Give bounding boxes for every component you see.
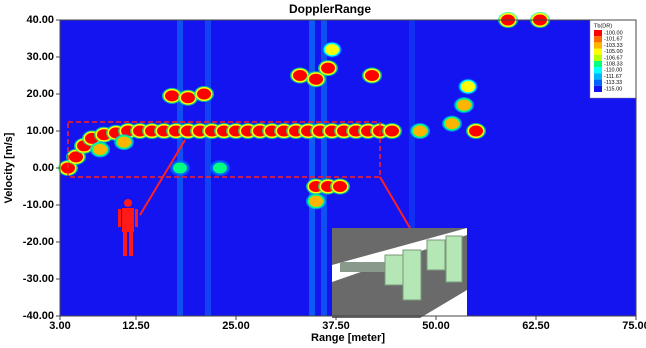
blob [213,163,227,174]
x-tick-label: 12.50 [122,320,150,332]
colorbar-title: Tb(DR) [594,23,612,29]
colorbar-label: -100.00 [604,30,623,36]
y-tick-label: 0.00 [33,162,54,174]
blob [469,126,483,137]
blob [197,89,211,100]
y-tick-label: -40.00 [23,310,54,322]
colorbar-label: -110.00 [604,68,622,74]
blob [333,181,347,192]
blob [325,44,339,55]
blob [93,144,107,155]
y-tick-label: -10.00 [23,199,54,211]
colorbar-label: -103.33 [604,43,623,49]
colorbar-swatch [594,86,602,92]
colorbar-label: -111.67 [604,74,622,80]
colorbar-swatch [594,36,602,42]
chart: DopplerRange Range [meter] Velocity [m/s… [0,0,646,348]
colorbar-swatch [594,30,602,36]
y-tick-label: 10.00 [26,125,54,137]
x-tick-label: 37.50 [322,320,350,332]
colorbar-label: -106.67 [604,55,623,61]
colorbar-swatch [594,80,602,86]
x-tick-label: 62.50 [522,320,550,332]
blob [445,118,459,129]
blob [365,70,379,81]
blob [385,126,399,137]
y-tick-label: 30.00 [26,51,54,63]
blob [173,163,187,174]
colorbar-swatch [594,49,602,55]
colorbar-label: -115.00 [604,86,622,92]
colorbar-label: -108.33 [604,61,623,67]
y-tick-label: -30.00 [23,273,54,285]
colorbar-label: -101.67 [604,37,623,43]
x-axis-label: Range [meter] [311,332,385,344]
scene-inset [332,228,467,318]
blob [117,137,131,148]
colorbar-swatch [594,67,602,73]
chart-title: DopplerRange [289,2,371,16]
colorbar: Tb(DR) -100.00-101.67-103.33-105.00-106.… [590,20,636,98]
blob [293,70,307,81]
blob [165,90,179,101]
y-tick-label: -20.00 [23,236,54,248]
streak [309,20,315,316]
y-tick-label: 20.00 [26,88,54,100]
colorbar-label: -113.33 [604,80,622,86]
blob [457,100,471,111]
colorbar-label: -105.00 [604,49,623,55]
colorbar-swatch [594,55,602,61]
blob [321,63,335,74]
y-axis-label: Velocity [m/s] [3,132,15,203]
blob [181,92,195,103]
colorbar-swatch [594,42,602,48]
x-tick-label: 75.00 [622,320,646,332]
colorbar-swatch [594,61,602,67]
x-tick-label: 50.00 [422,320,450,332]
blob [461,81,475,92]
colorbar-swatch [594,73,602,79]
blob [309,196,323,207]
blob [309,74,323,85]
blob [413,126,427,137]
y-tick-label: 40.00 [26,14,54,26]
x-tick-label: 25.00 [222,320,250,332]
